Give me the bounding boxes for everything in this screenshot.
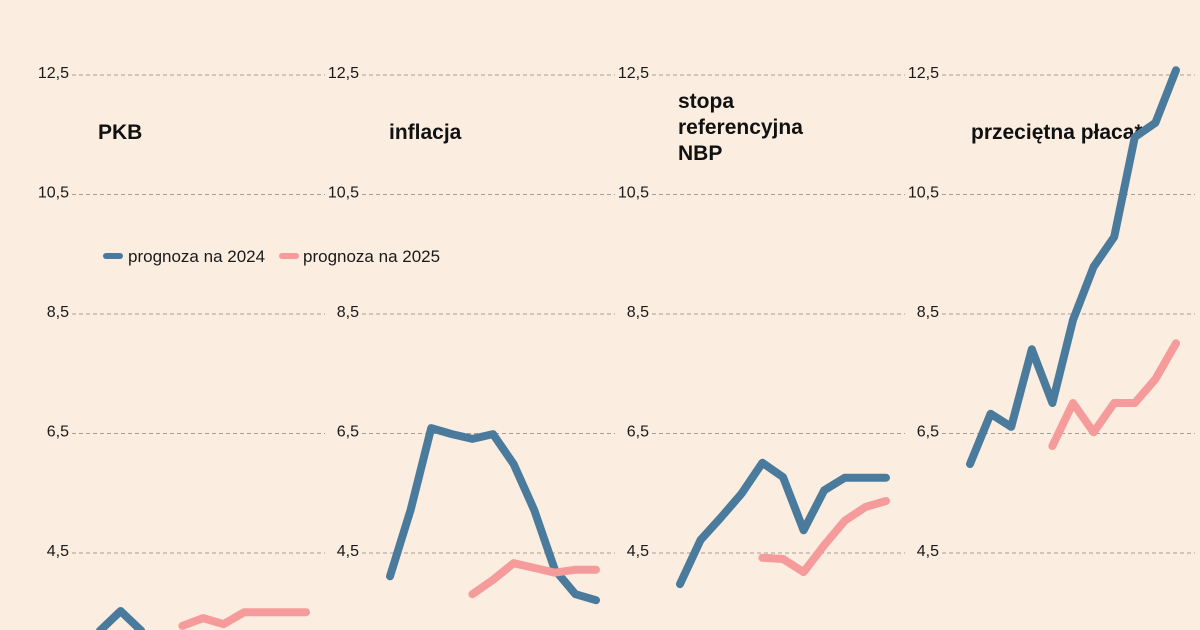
- y-tick-label: 10,5: [328, 185, 359, 202]
- chart-title: NBP: [678, 142, 722, 165]
- y-tick-label: 8,5: [47, 304, 69, 321]
- series-line-2025: [758, 497, 890, 577]
- y-tick-label: 6,5: [47, 424, 69, 441]
- y-tick-label: 12,5: [908, 65, 939, 82]
- y-tick-label: 6,5: [627, 424, 649, 441]
- y-tick-label: 12,5: [38, 65, 69, 82]
- y-tick-label: 8,5: [337, 304, 359, 321]
- chart-title: inflacja: [389, 121, 462, 144]
- y-tick-label: 10,5: [38, 185, 69, 202]
- y-tick-label: 4,5: [627, 543, 649, 560]
- panel-stopa-referencyjna: 12,5 10,5 8,5 6,5 4,5 stopa referencyjna NBP: [618, 65, 905, 589]
- panel-inflacja: 12,5 10,5 8,5 6,5 4,5 inflacja: [328, 65, 615, 605]
- panel-pkb: 12,5 10,5 8,5 6,5 4,5 PKB: [38, 65, 325, 630]
- chart-title: przeciętna płaca*: [971, 121, 1143, 144]
- legend: prognoza na 2024 prognoza na 2025: [103, 247, 440, 266]
- series-line-2025: [1048, 339, 1180, 450]
- y-tick-label: 10,5: [908, 185, 939, 202]
- y-tick-label: 10,5: [618, 185, 649, 202]
- y-tick-label: 12,5: [328, 65, 359, 82]
- y-tick-label: 6,5: [917, 424, 939, 441]
- y-tick-label: 8,5: [627, 304, 649, 321]
- panel-przecietna-placa: 12,5 10,5 8,5 6,5 4,5 przeciętna płaca*: [908, 65, 1195, 560]
- chart-title: stopa: [678, 90, 734, 113]
- series-line-2025: [178, 608, 310, 630]
- chart-title: referencyjna: [678, 116, 803, 139]
- legend-label-2025: prognoza na 2025: [303, 247, 440, 266]
- y-tick-label: 4,5: [917, 543, 939, 560]
- legend-label-2024: prognoza na 2024: [128, 247, 265, 266]
- y-tick-label: 8,5: [917, 304, 939, 321]
- series-line-2024: [676, 458, 890, 589]
- chart-title: PKB: [98, 121, 142, 144]
- y-tick-label: 4,5: [47, 543, 69, 560]
- y-tick-label: 6,5: [337, 424, 359, 441]
- y-tick-label: 12,5: [618, 65, 649, 82]
- y-tick-label: 4,5: [337, 543, 359, 560]
- series-line-2024: [96, 607, 146, 630]
